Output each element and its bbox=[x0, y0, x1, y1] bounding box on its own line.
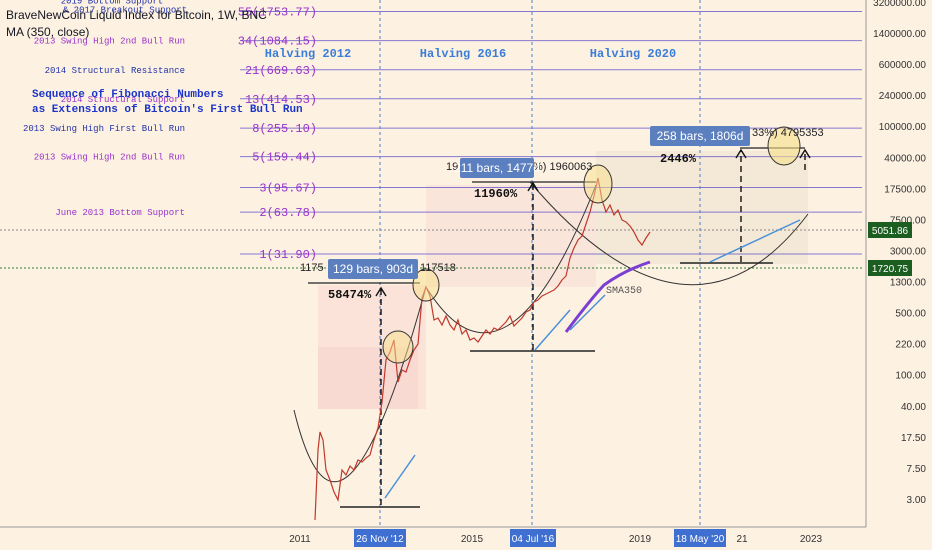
sma350-label: SMA350 bbox=[606, 286, 642, 297]
y-tick-12: 100.00 bbox=[895, 371, 926, 382]
x-tick-1: 2015 bbox=[461, 534, 484, 545]
circle-2021 bbox=[767, 126, 801, 166]
band-2021 bbox=[596, 151, 808, 264]
y-tick-7: 7500.00 bbox=[890, 215, 927, 226]
y-tick-4: 100000.00 bbox=[879, 122, 927, 133]
price-tag-1: 1720.75 bbox=[872, 264, 909, 275]
fib-label-7: 34(1084.15) bbox=[238, 35, 317, 49]
fib-note-13: June 2013 Bottom Support bbox=[55, 208, 185, 218]
y-tick-0: 3200000.00 bbox=[873, 0, 926, 9]
y-tick-15: 7.50 bbox=[907, 464, 927, 475]
x-highlight-0: 26 Nov '12 bbox=[356, 534, 404, 545]
fib-note-9: 2014 Structural Support bbox=[61, 95, 185, 105]
tooltip-2013-bg bbox=[328, 259, 418, 279]
x-highlight-bg-1 bbox=[510, 529, 556, 547]
fib-note-10: 2013 Swing High First Bull Run bbox=[23, 124, 185, 134]
fib-note-8: 2014 Structural Resistance bbox=[45, 66, 185, 76]
y-tick-1: 1400000.00 bbox=[873, 29, 926, 40]
x-highlight-2: 18 May '20 bbox=[676, 534, 725, 545]
tooltip-2013-text: 129 bars, 903d bbox=[333, 262, 413, 276]
dashed-arrowhead-3 bbox=[799, 148, 811, 159]
y-tick-14: 17.50 bbox=[901, 433, 926, 444]
fib-label-14: 1(31.90) bbox=[259, 248, 317, 262]
halving-label-2: Halving 2020 bbox=[590, 47, 676, 61]
trend-arrow-1 bbox=[534, 309, 571, 351]
x-highlight-1: 04 Jul '16 bbox=[512, 534, 555, 545]
pct-2013: 58474% bbox=[328, 288, 372, 302]
x-tick-0: 2011 bbox=[289, 534, 311, 545]
sequence-title-line1: Sequence of Fibonacci Numbers bbox=[32, 89, 223, 101]
trend-arrow-3 bbox=[709, 219, 801, 263]
y-tick-13: 40.00 bbox=[901, 402, 926, 413]
circle-2013-first bbox=[382, 330, 414, 364]
circle-2013-second bbox=[412, 268, 440, 302]
fib-note-7: 2013 Swing High 2nd Bull Run bbox=[34, 37, 185, 47]
y-tick-5: 40000.00 bbox=[884, 153, 926, 164]
x-tick-2: 2019 bbox=[629, 534, 652, 545]
trend-arrow-2 bbox=[569, 294, 606, 331]
value-2017-right: %) 1960063 bbox=[533, 161, 592, 173]
halving-label-0: Halving 2012 bbox=[265, 47, 351, 61]
trend-arrow-0 bbox=[384, 454, 416, 499]
fib-note-6-a: 2019 Bottom Support bbox=[61, 0, 164, 6]
tooltip-2017-bg bbox=[460, 158, 534, 178]
sequence-title-line2: as Extensions of Bitcoin's First Bull Ru… bbox=[32, 104, 303, 116]
fib-label-13: 2(63.78) bbox=[259, 206, 317, 220]
value-2013-right: 117518 bbox=[420, 262, 456, 274]
fib-label-6: 55(1753.77) bbox=[238, 5, 317, 19]
value-2013-left: 1175 bbox=[300, 262, 324, 274]
y-tick-9: 1300.00 bbox=[890, 278, 927, 289]
price-tag-bg-1 bbox=[868, 260, 912, 276]
symbol-title: BraveNewCoin Liquid Index for Bitcoin, 1… bbox=[6, 8, 267, 22]
y-tick-11: 220.00 bbox=[895, 340, 926, 351]
price-tag-bg-0 bbox=[868, 222, 912, 238]
y-tick-8: 3000.00 bbox=[890, 246, 927, 257]
sma350-line bbox=[564, 260, 651, 333]
indicator-title: MA (350, close) bbox=[6, 25, 90, 39]
value-2021: 33%) 4795353 bbox=[752, 127, 824, 139]
y-tick-3: 240000.00 bbox=[879, 91, 927, 102]
tooltip-2021-text: 258 bars, 1806d bbox=[657, 129, 744, 143]
tooltip-2021-bg bbox=[650, 126, 750, 146]
fib-label-11: 5(159.44) bbox=[252, 151, 317, 165]
fib-label-10: 8(255.10) bbox=[252, 122, 317, 136]
y-tick-2: 600000.00 bbox=[879, 60, 927, 71]
fib-label-9: 13(414.53) bbox=[245, 93, 317, 107]
dashed-arrowhead-2 bbox=[735, 148, 747, 159]
fib-note-11: 2013 Swing High 2nd Bull Run bbox=[34, 153, 185, 163]
circle-2017 bbox=[583, 164, 613, 204]
tooltip-2017-text: 211 bars, 1477d bbox=[454, 161, 540, 175]
pct-2017: 11960% bbox=[474, 187, 518, 201]
x-tick-4: 2023 bbox=[800, 534, 823, 545]
dashed-arrowhead-1 bbox=[527, 181, 539, 192]
y-tick-6: 17500.00 bbox=[884, 184, 926, 195]
y-tick-10: 500.00 bbox=[895, 309, 926, 320]
halving-label-1: Halving 2016 bbox=[420, 47, 506, 61]
x-highlight-bg-2 bbox=[674, 529, 726, 547]
arc-2017 bbox=[425, 184, 597, 334]
fib-label-12: 3(95.67) bbox=[259, 182, 317, 196]
pct-2021: 2446% bbox=[660, 152, 697, 166]
y-tick-16: 3.00 bbox=[907, 495, 927, 506]
dashed-arrowhead-0 bbox=[375, 286, 387, 297]
fib-note-6-b: & 2017 Breakout Support bbox=[63, 5, 187, 15]
arc-2021 bbox=[529, 181, 809, 286]
x-tick-3: 21 bbox=[736, 534, 748, 545]
value-2017-left: 19 bbox=[446, 161, 458, 173]
fib-label-8: 21(669.63) bbox=[245, 64, 317, 78]
x-highlight-bg-0 bbox=[354, 529, 406, 547]
price-tag-0: 5051.86 bbox=[872, 226, 909, 237]
